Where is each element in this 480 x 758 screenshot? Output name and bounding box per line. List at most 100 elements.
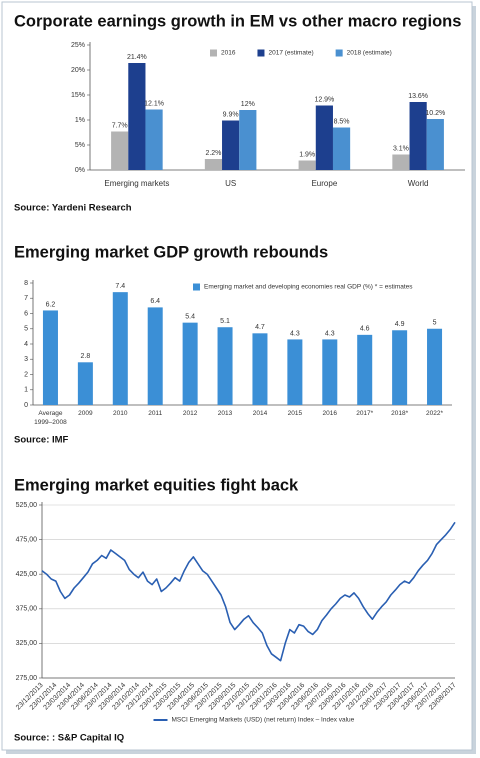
y-tick-label: 6 bbox=[24, 310, 28, 317]
data-label: 5.4 bbox=[185, 313, 195, 320]
source-note: Source: Yardeni Research bbox=[14, 203, 132, 214]
bar bbox=[287, 339, 303, 405]
bar bbox=[182, 322, 198, 405]
data-label: 9.9% bbox=[223, 111, 239, 118]
data-label: 6.2 bbox=[46, 301, 56, 308]
data-label: 10.2% bbox=[425, 110, 445, 117]
bar bbox=[322, 339, 338, 405]
data-label: 12.1% bbox=[144, 100, 164, 107]
y-tick-label: 0 bbox=[24, 402, 28, 409]
y-tick-label: 425,00 bbox=[16, 571, 38, 578]
x-tick-label: 2012 bbox=[182, 410, 198, 417]
data-label: 1.9% bbox=[299, 151, 315, 158]
data-label: 13.6% bbox=[408, 93, 428, 100]
bar bbox=[111, 131, 129, 170]
data-label: 21.4% bbox=[127, 54, 147, 61]
data-label: 6.4 bbox=[150, 298, 160, 305]
data-label: 5.1 bbox=[220, 318, 230, 325]
legend-swatch bbox=[193, 283, 200, 291]
legend-label: MSCI Emerging Markets (USD) (net return)… bbox=[172, 717, 355, 724]
data-label: 4.3 bbox=[290, 330, 300, 337]
legend-label: 2018 (estimate) bbox=[347, 50, 392, 57]
legend-label: Emerging market and developing economies… bbox=[204, 284, 413, 291]
data-label: 12.9% bbox=[314, 96, 334, 103]
data-label: 8.5% bbox=[334, 118, 350, 125]
bar bbox=[147, 307, 163, 405]
bar bbox=[315, 105, 333, 170]
x-tick-label: 2010 bbox=[113, 410, 128, 417]
x-tick-label: 2016 bbox=[322, 410, 338, 417]
bar bbox=[357, 334, 373, 405]
data-label: 3.1% bbox=[393, 145, 409, 152]
x-tick-label: 2022* bbox=[426, 410, 444, 417]
bar bbox=[332, 127, 351, 170]
bar bbox=[145, 109, 163, 170]
y-tick-label: 7 bbox=[24, 295, 28, 302]
x-tick-label: Europe bbox=[311, 179, 338, 188]
chart-title: Emerging market equities fight back bbox=[14, 476, 299, 494]
data-label: 7.4 bbox=[115, 283, 125, 290]
y-tick-label: 5% bbox=[75, 142, 85, 149]
bar bbox=[112, 292, 128, 405]
data-label: 4.9 bbox=[395, 321, 405, 328]
x-tick-label: World bbox=[407, 179, 429, 188]
data-label: 4.6 bbox=[360, 326, 370, 333]
bar bbox=[239, 110, 257, 170]
x-tick-label: 2013 bbox=[217, 410, 233, 417]
y-tick-label: 25% bbox=[71, 42, 85, 49]
bar bbox=[392, 154, 410, 170]
y-tick-label: 275,00 bbox=[16, 675, 38, 682]
x-tick-label: Emerging markets bbox=[104, 179, 170, 188]
bar bbox=[409, 102, 427, 170]
x-tick-label: 2009 bbox=[78, 410, 93, 417]
y-tick-label: 4 bbox=[24, 341, 28, 348]
bar bbox=[42, 310, 58, 405]
y-tick-label: 1 bbox=[24, 387, 28, 394]
x-tick-label: 2011 bbox=[148, 410, 163, 417]
bar bbox=[298, 160, 316, 170]
y-tick-label: 325,00 bbox=[16, 640, 38, 647]
y-tick-label: 525,00 bbox=[16, 502, 38, 509]
bar bbox=[392, 330, 408, 405]
y-tick-label: 475,00 bbox=[16, 536, 38, 543]
chart-title: Corporate earnings growth in EM vs other… bbox=[14, 12, 461, 30]
chart-title: Emerging market GDP growth rebounds bbox=[14, 243, 328, 261]
data-label: 12% bbox=[241, 101, 255, 108]
source-note: Source: : S&P Capital IQ bbox=[14, 733, 124, 744]
bar bbox=[426, 119, 444, 170]
bar bbox=[222, 120, 240, 170]
data-label: 5 bbox=[433, 320, 437, 327]
line-series bbox=[41, 521, 456, 662]
y-tick-label: 375,00 bbox=[16, 606, 38, 613]
y-tick-label: 15% bbox=[71, 92, 85, 99]
y-tick-label: 20% bbox=[71, 67, 85, 74]
y-tick-label: 5 bbox=[24, 326, 28, 333]
y-tick-label: 3 bbox=[24, 356, 28, 363]
x-tick-label: 2015 bbox=[287, 410, 303, 417]
x-tick-label: Average 1999–2008 bbox=[34, 410, 67, 426]
bar bbox=[427, 328, 443, 405]
legend-label: 2017 (estimate) bbox=[268, 50, 313, 57]
x-tick-label: 2014 bbox=[252, 410, 268, 417]
data-label: 7.7% bbox=[112, 122, 128, 129]
bar bbox=[252, 333, 268, 405]
source-note: Source: IMF bbox=[14, 435, 69, 446]
y-tick-label: 0% bbox=[75, 167, 85, 174]
x-tick-label: 2018* bbox=[391, 410, 409, 417]
x-tick-label: US bbox=[225, 179, 237, 188]
y-tick-label: 2 bbox=[24, 371, 28, 378]
bar bbox=[217, 327, 233, 405]
bar bbox=[77, 362, 93, 405]
y-tick-label: 8 bbox=[24, 280, 28, 287]
data-label: 2.8 bbox=[81, 353, 91, 360]
legend-swatch bbox=[257, 49, 265, 57]
data-label: 4.3 bbox=[325, 330, 335, 337]
bar bbox=[128, 63, 146, 170]
data-label: 4.7 bbox=[255, 324, 265, 331]
legend-label: 2016 bbox=[221, 50, 236, 57]
x-tick-label: 2017* bbox=[356, 410, 374, 417]
legend-swatch bbox=[335, 49, 343, 57]
y-tick-label: 1% bbox=[75, 117, 85, 124]
